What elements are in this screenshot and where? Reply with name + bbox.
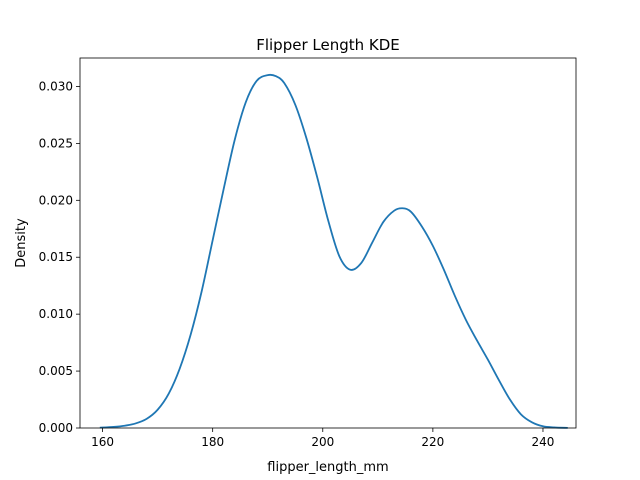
- x-axis-ticks: 160 180 200 220 240: [91, 428, 554, 449]
- x-tick-label: 160: [91, 435, 114, 449]
- y-axis-ticks: 0.000 0.005 0.010 0.015 0.020 0.025 0.030: [39, 79, 80, 435]
- x-axis-label: flipper_length_mm: [267, 460, 388, 475]
- x-tick-label: 220: [421, 435, 444, 449]
- x-tick-label: 180: [201, 435, 224, 449]
- x-tick-label: 200: [311, 435, 334, 449]
- y-tick-label: 0.030: [39, 79, 73, 93]
- y-tick-label: 0.025: [39, 136, 73, 150]
- x-tick-label: 240: [532, 435, 555, 449]
- kde-curve: [99, 73, 568, 429]
- y-tick-label: 0.005: [39, 364, 73, 378]
- y-tick-label: 0.015: [39, 250, 73, 264]
- series-group: [99, 73, 568, 429]
- y-tick-label: 0.010: [39, 307, 73, 321]
- plot-area-frame: [79, 57, 577, 429]
- y-tick-label: 0.000: [39, 421, 73, 435]
- y-axis-label: Density: [14, 218, 29, 268]
- y-tick-label: 0.020: [39, 193, 73, 207]
- chart-title: Flipper Length KDE: [256, 36, 400, 54]
